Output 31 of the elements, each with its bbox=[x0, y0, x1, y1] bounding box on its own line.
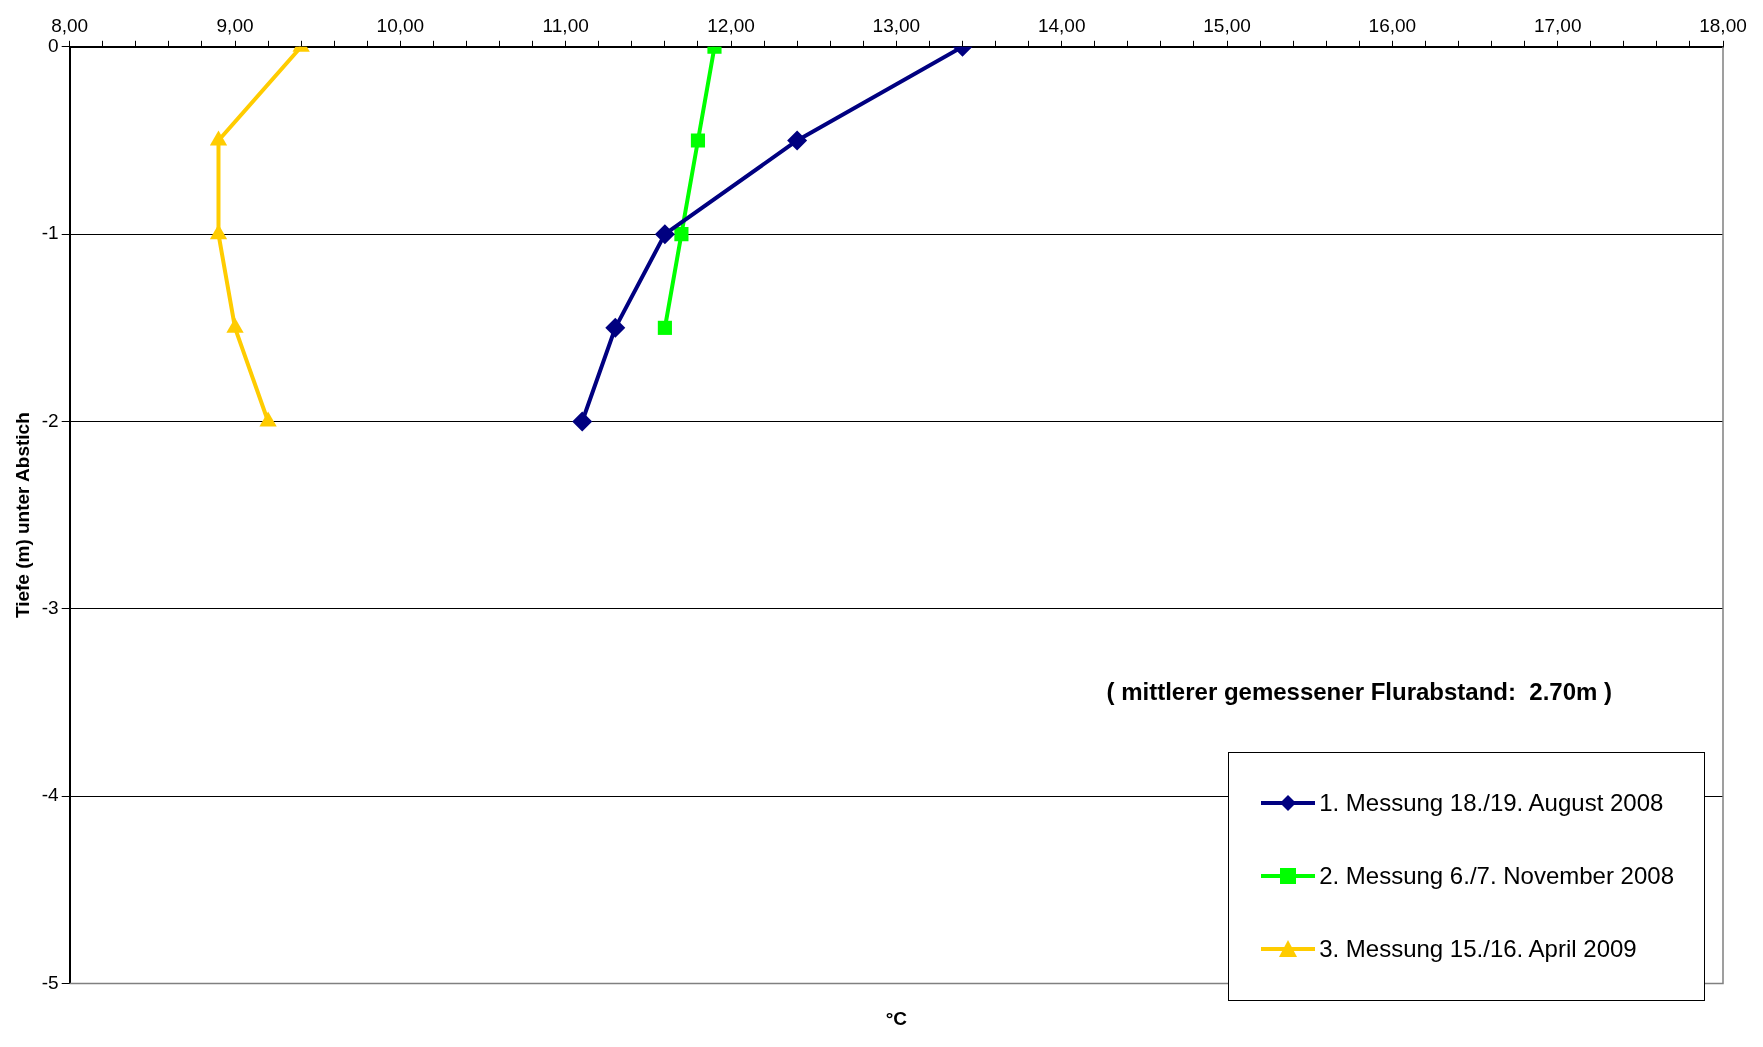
y-tick-label: -1 bbox=[41, 222, 59, 244]
point bbox=[674, 227, 689, 242]
y-tick-label: -4 bbox=[41, 784, 60, 806]
x-tick-label: 18,00 bbox=[1699, 14, 1747, 36]
x-tick-label: 11,00 bbox=[542, 14, 589, 36]
x-tick-label: 16,00 bbox=[1368, 14, 1417, 36]
y-tick-label: 0 bbox=[48, 35, 59, 57]
y-tick-label: -5 bbox=[41, 971, 59, 993]
point bbox=[690, 133, 706, 148]
x-tick-label: 12,00 bbox=[707, 14, 755, 36]
point bbox=[654, 224, 675, 245]
legend-label: 2. Messung 6./7. November 2008 bbox=[1319, 862, 1674, 891]
y-axis-title: Tiefe (m) unter Abstich bbox=[11, 412, 33, 619]
point bbox=[259, 411, 277, 427]
annotation: ( mittlerer gemessener Flurabstand: 2.70m ) bbox=[1106, 677, 1613, 705]
y-tick-label: -2 bbox=[41, 409, 59, 431]
point bbox=[787, 130, 808, 151]
point bbox=[605, 317, 626, 338]
x-axis-title: °C bbox=[884, 1008, 908, 1030]
point bbox=[657, 320, 672, 335]
x-tick-label: 17,00 bbox=[1533, 14, 1582, 36]
x-tick-label: 15,00 bbox=[1203, 14, 1251, 36]
y-tick-label: -3 bbox=[41, 597, 59, 619]
x-tick-label: 9,00 bbox=[216, 14, 254, 36]
x-tick-label: 14,00 bbox=[1037, 14, 1086, 36]
point bbox=[572, 411, 593, 432]
x-tick-label: 13,00 bbox=[872, 14, 921, 36]
x-tick-label: 8,00 bbox=[51, 14, 89, 36]
x-tick-label: 10,00 bbox=[376, 14, 425, 36]
legend-label: 1. Messung 18./19. August 2008 bbox=[1319, 789, 1664, 818]
legend-label: 3. Messung 15./16. April 2009 bbox=[1319, 935, 1637, 964]
